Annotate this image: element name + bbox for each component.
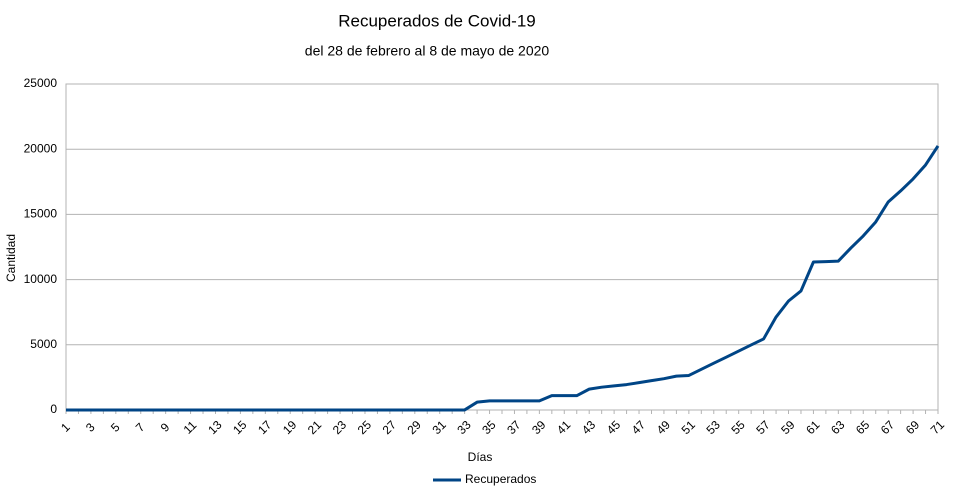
x-tick-label: 17 xyxy=(255,418,275,438)
x-tick-label: 45 xyxy=(604,418,624,438)
plot-border xyxy=(65,83,939,411)
x-tick-label: 21 xyxy=(305,418,325,438)
x-tick-label: 11 xyxy=(181,418,200,437)
x-tick-label: 13 xyxy=(205,418,225,438)
x-tick-label: 39 xyxy=(529,418,549,438)
x-tick-label: 23 xyxy=(330,418,350,438)
x-tick-label: 25 xyxy=(355,418,375,438)
x-tick-label: 69 xyxy=(903,418,923,438)
x-tick-label: 3 xyxy=(83,420,98,435)
x-tick-label: 59 xyxy=(778,418,798,438)
y-tick-label: 0 xyxy=(50,402,57,416)
x-tick-label: 47 xyxy=(629,418,649,438)
y-tick-label: 5000 xyxy=(30,337,57,351)
y-tick-label: 25000 xyxy=(24,76,58,90)
y-axis-label: Cantidad xyxy=(4,234,18,282)
x-tick-label: 27 xyxy=(380,418,400,438)
x-tick-label: 61 xyxy=(803,418,823,438)
x-tick-label: 43 xyxy=(579,418,599,438)
chart-subtitle: del 28 de febrero al 8 de mayo de 2020 xyxy=(305,43,550,59)
y-tick-label: 20000 xyxy=(24,141,58,155)
x-tick-label: 15 xyxy=(230,418,250,438)
x-tick-label: 33 xyxy=(454,418,474,438)
x-tick-label: 37 xyxy=(504,418,524,438)
x-tick-label: 9 xyxy=(158,420,173,435)
x-tick-label: 29 xyxy=(405,418,425,438)
x-tick-label: 41 xyxy=(554,418,574,438)
x-tick-label: 71 xyxy=(928,418,948,438)
x-tick-label: 31 xyxy=(429,418,449,438)
x-tick-label: 1 xyxy=(58,420,73,435)
x-tick-label: 65 xyxy=(853,418,873,438)
x-tick-label: 51 xyxy=(679,418,699,438)
x-tick-label: 53 xyxy=(704,418,724,438)
x-tick-label: 55 xyxy=(728,418,748,438)
x-tick-label: 7 xyxy=(133,420,148,435)
chart-title: Recuperados de Covid-19 xyxy=(338,11,536,30)
y-tick-label: 10000 xyxy=(24,272,58,286)
x-tick-label: 35 xyxy=(479,418,499,438)
x-tick-label: 63 xyxy=(828,418,848,438)
x-tick-label: 67 xyxy=(878,418,898,438)
data-line xyxy=(66,145,940,412)
legend-label: Recuperados xyxy=(465,472,536,486)
y-tick-label: 15000 xyxy=(24,207,58,221)
x-tick-label: 57 xyxy=(753,418,773,438)
x-tick-label: 49 xyxy=(654,418,674,438)
x-tick-label: 5 xyxy=(108,420,123,435)
x-tick-label: 19 xyxy=(280,418,300,438)
x-axis-label: Días xyxy=(468,450,493,464)
